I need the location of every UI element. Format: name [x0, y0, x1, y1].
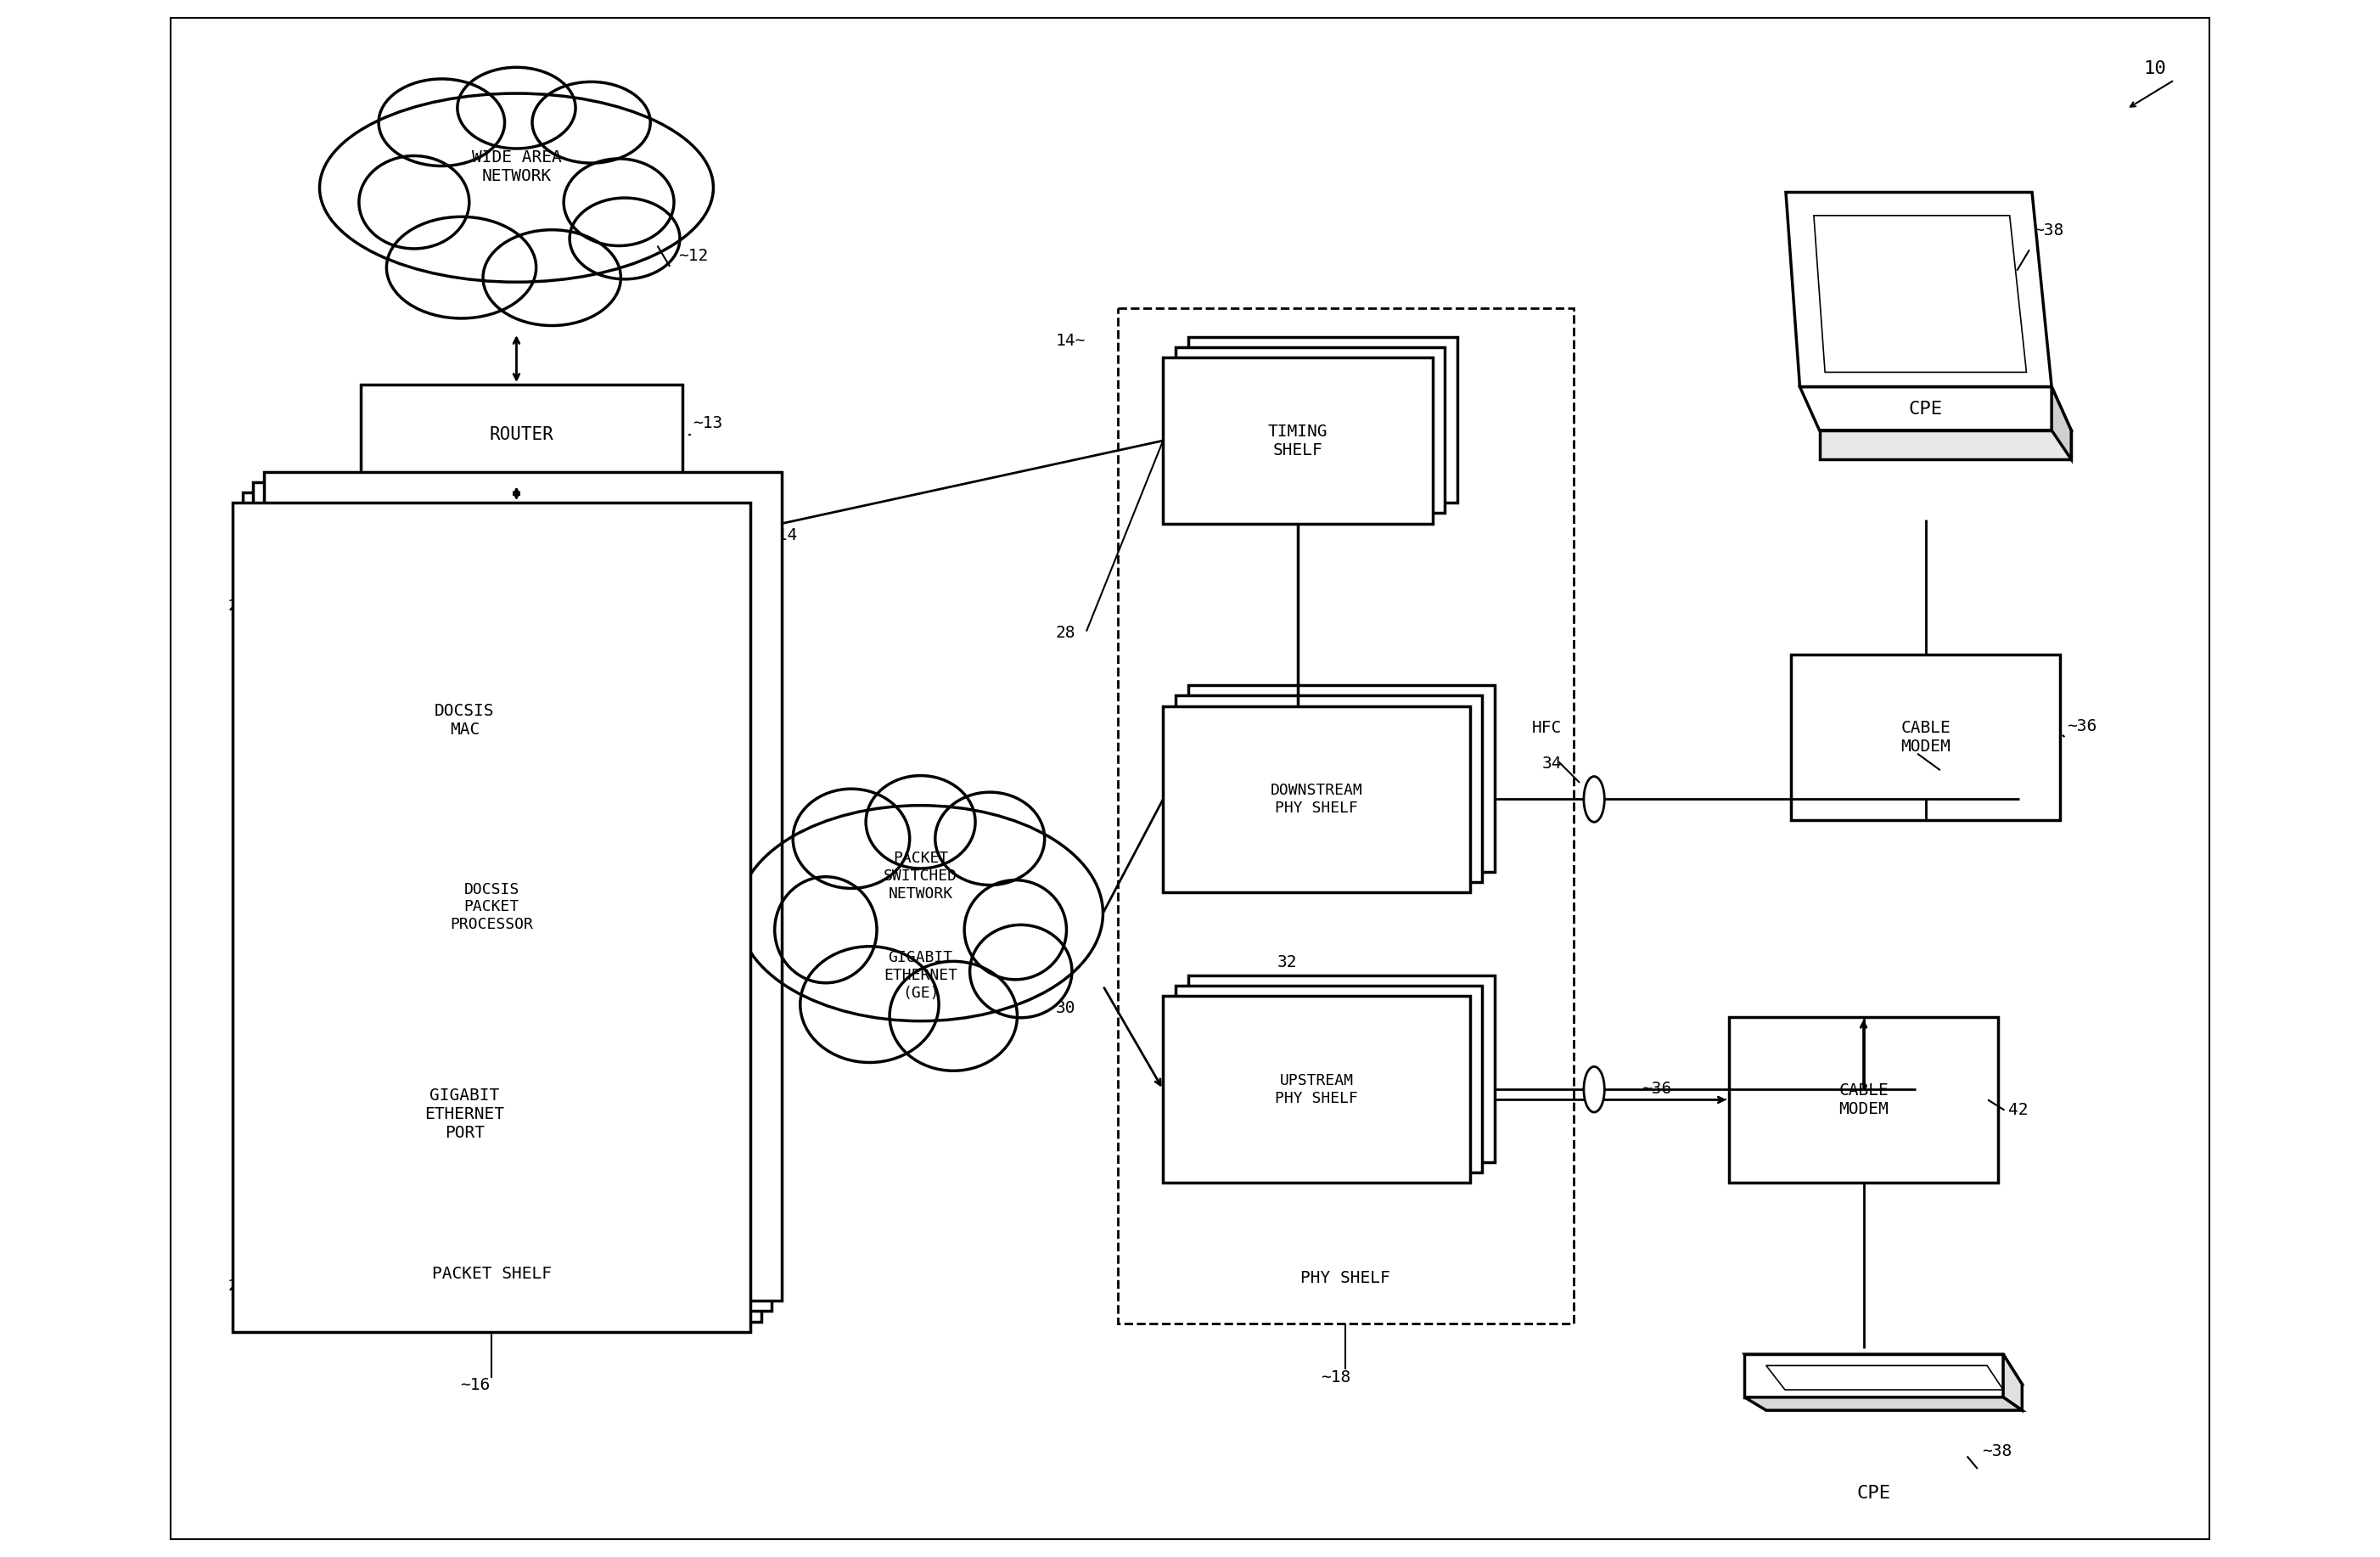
Polygon shape [2052, 386, 2071, 459]
Polygon shape [1745, 1397, 2023, 1411]
Bar [1176, 986, 1483, 1172]
Text: 22~: 22~ [250, 646, 276, 662]
Ellipse shape [319, 93, 714, 282]
Ellipse shape [935, 793, 1045, 884]
Bar [278, 617, 652, 824]
Polygon shape [1785, 193, 2052, 386]
Bar [233, 503, 750, 1331]
Text: PACKET SHELF: PACKET SHELF [431, 1266, 552, 1281]
Text: ~36: ~36 [2066, 718, 2097, 735]
Bar [252, 483, 771, 1311]
Ellipse shape [793, 789, 909, 889]
Text: GIGABIT
ETHERNET
PORT: GIGABIT ETHERNET PORT [424, 1087, 505, 1141]
Ellipse shape [386, 216, 536, 318]
Text: 14~: 14~ [1054, 333, 1085, 349]
Bar [264, 472, 781, 1300]
Text: ~14: ~14 [766, 528, 797, 543]
Text: GIGABIT
ETHERNET
(GE): GIGABIT ETHERNET (GE) [883, 950, 957, 1001]
Polygon shape [1745, 1355, 2004, 1397]
Text: 20~: 20~ [228, 599, 257, 613]
Ellipse shape [569, 198, 681, 279]
Text: 42: 42 [2009, 1101, 2028, 1118]
Ellipse shape [564, 159, 674, 246]
Bar [1188, 336, 1457, 503]
Text: ~38: ~38 [2033, 223, 2063, 238]
Text: CABLE
MODEM: CABLE MODEM [1902, 719, 1952, 755]
Bar [1792, 654, 2061, 821]
Polygon shape [1814, 215, 2025, 372]
Text: DS: DS [1956, 749, 1978, 766]
Ellipse shape [1583, 1067, 1604, 1112]
Text: 34: 34 [1542, 755, 1561, 772]
Ellipse shape [738, 805, 1102, 1021]
Text: HFC: HFC [1533, 721, 1561, 736]
Bar [1119, 308, 1573, 1323]
Text: DOWNSTREAM
PHY SHELF: DOWNSTREAM PHY SHELF [1271, 783, 1364, 816]
Text: PHY SHELF: PHY SHELF [1299, 1271, 1390, 1286]
Bar [243, 492, 762, 1322]
Bar [362, 385, 683, 484]
Text: UPSTREAM
PHY SHELF: UPSTREAM PHY SHELF [1276, 1073, 1359, 1105]
Text: ~38: ~38 [1983, 1443, 2011, 1460]
Text: CPE: CPE [1909, 402, 1942, 417]
Polygon shape [1818, 430, 2071, 459]
Text: 32: 32 [1278, 954, 1297, 970]
Ellipse shape [774, 877, 876, 982]
Text: ~16: ~16 [459, 1378, 490, 1394]
Ellipse shape [866, 775, 976, 869]
Text: ~36: ~36 [1642, 1081, 1671, 1098]
Ellipse shape [457, 67, 576, 148]
Ellipse shape [890, 961, 1016, 1071]
Polygon shape [1745, 1355, 2023, 1384]
Ellipse shape [969, 925, 1071, 1018]
Ellipse shape [378, 79, 505, 167]
Text: 24~: 24~ [228, 1278, 257, 1294]
Ellipse shape [800, 947, 938, 1062]
Ellipse shape [533, 83, 650, 163]
Text: ~18: ~18 [1321, 1369, 1349, 1386]
Ellipse shape [359, 156, 469, 249]
Text: 30: 30 [1054, 1000, 1076, 1017]
Bar [1188, 685, 1495, 872]
Text: CABLE
MODEM: CABLE MODEM [1840, 1082, 1887, 1118]
Polygon shape [1799, 386, 2071, 430]
Bar [1164, 358, 1433, 523]
Bar [1176, 347, 1445, 514]
Text: DOCSIS
MAC: DOCSIS MAC [436, 704, 495, 738]
Bar [1176, 696, 1483, 883]
Text: 10: 10 [2144, 61, 2166, 78]
Bar [1164, 705, 1471, 892]
Text: PACKET
SWITCHED
NETWORK: PACKET SWITCHED NETWORK [883, 850, 957, 902]
Text: 40: 40 [1902, 729, 1921, 744]
Text: ~12: ~12 [678, 248, 707, 263]
Text: 26: 26 [702, 730, 724, 747]
Text: DOCSIS
PACKET
PROCESSOR: DOCSIS PACKET PROCESSOR [450, 881, 533, 933]
Text: ROUTER: ROUTER [490, 427, 555, 442]
Ellipse shape [964, 880, 1066, 979]
Text: 28: 28 [1054, 624, 1076, 641]
Bar [1728, 1017, 1999, 1183]
Polygon shape [2004, 1355, 2023, 1411]
Ellipse shape [1583, 777, 1604, 822]
Text: WIDE AREA
NETWORK: WIDE AREA NETWORK [471, 149, 562, 184]
Text: US: US [1956, 1093, 1978, 1110]
Bar [278, 1010, 652, 1218]
Text: CPE: CPE [1856, 1485, 1892, 1503]
Text: ~13: ~13 [693, 416, 724, 431]
Ellipse shape [483, 230, 621, 325]
Bar [1164, 996, 1471, 1183]
Polygon shape [1766, 1365, 2004, 1390]
Bar [1188, 975, 1495, 1162]
Text: TIMING
SHELF: TIMING SHELF [1269, 424, 1328, 458]
